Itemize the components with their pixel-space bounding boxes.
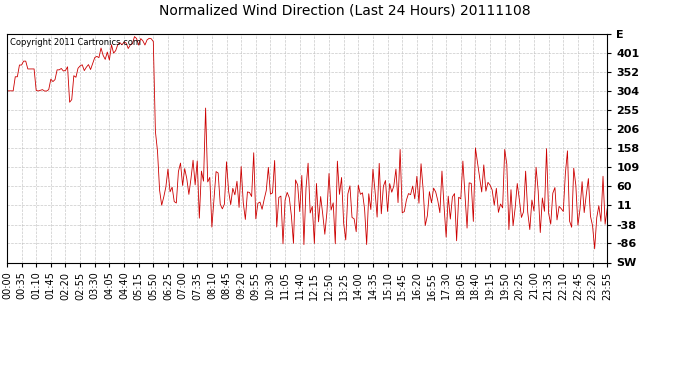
- Text: Copyright 2011 Cartronics.com: Copyright 2011 Cartronics.com: [10, 38, 141, 47]
- Text: Normalized Wind Direction (Last 24 Hours) 20111108: Normalized Wind Direction (Last 24 Hours…: [159, 4, 531, 18]
